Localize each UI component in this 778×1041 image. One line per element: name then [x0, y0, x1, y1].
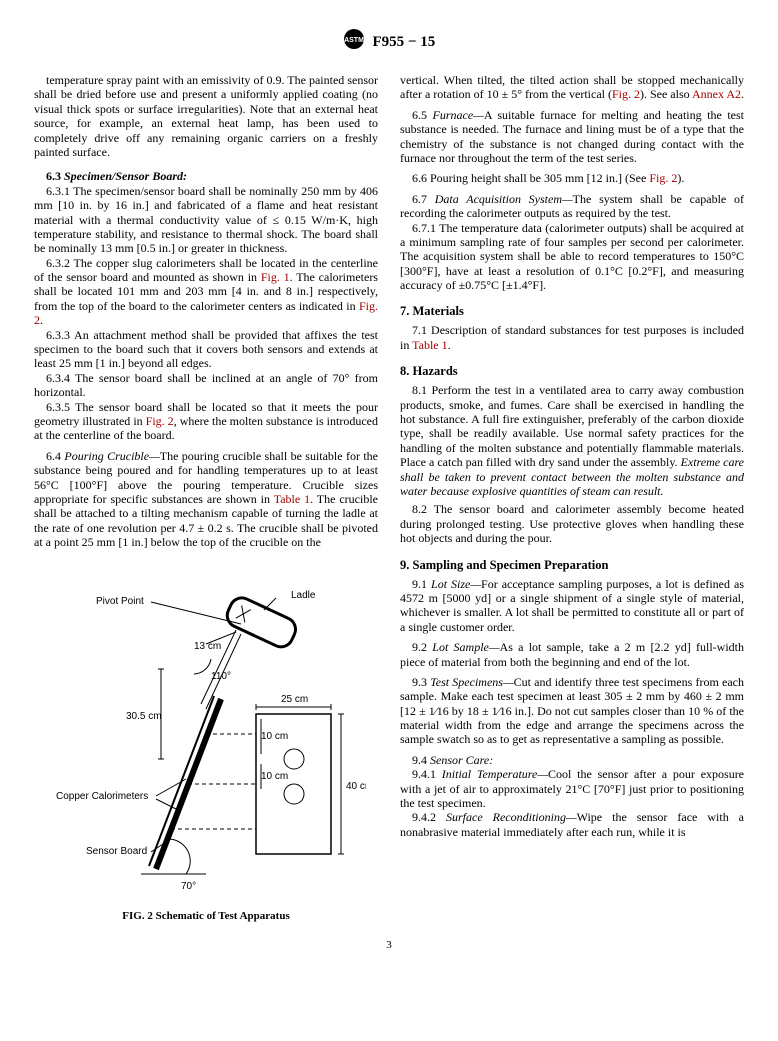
sec-7-head: 7. Materials	[400, 304, 744, 319]
para-6-3-1: 6.3.1 The specimen/sensor board shall be…	[34, 184, 378, 256]
label-40cm: 40 cm	[346, 781, 366, 792]
para-6-4: 6.4 Pouring Crucible—The pouring crucibl…	[34, 449, 378, 550]
para-6-4-cont: vertical. When tilted, the tilted action…	[400, 73, 744, 102]
sec-9-head: 9. Sampling and Specimen Preparation	[400, 558, 744, 573]
page-header: ASTM F955 − 15	[34, 28, 744, 55]
para-6-3-5: 6.3.5 The sensor board shall be located …	[34, 400, 378, 443]
para-6-6: 6.6 Pouring height shall be 305 mm [12 i…	[400, 171, 744, 185]
para-6-3-4: 6.3.4 The sensor board shall be inclined…	[34, 371, 378, 400]
link-table-1[interactable]: Table 1	[274, 492, 310, 506]
para-9-1: 9.1 Lot Size—For acceptance sampling pur…	[400, 577, 744, 635]
label-13cm: 13 cm	[194, 641, 221, 652]
label-sensor-board: Sensor Board	[86, 846, 147, 857]
para-6-7-1: 6.7.1 The temperature data (calorimeter …	[400, 221, 744, 293]
para-9-4-2: 9.4.2 Surface Reconditioning—Wipe the se…	[400, 810, 744, 839]
link-fig-1[interactable]: Fig. 1	[261, 270, 290, 284]
sec-6-3-head: 6.3 Specimen/Sensor Board:	[34, 169, 378, 183]
para-8-1: 8.1 Perform the test in a ventilated are…	[400, 383, 744, 498]
label-10cm-a: 10 cm	[261, 731, 288, 742]
para-9-4: 9.4 Sensor Care:	[400, 753, 744, 767]
link-annex-a2[interactable]: Annex A2	[692, 87, 741, 101]
label-10cm-b: 10 cm	[261, 771, 288, 782]
page-number: 3	[34, 939, 744, 952]
para-8-2: 8.2 The sensor board and calorimeter ass…	[400, 502, 744, 545]
para-6-3-3: 6.3.3 An attachment method shall be prov…	[34, 328, 378, 371]
label-305cm: 30.5 cm	[126, 711, 162, 722]
label-calorimeters: Copper Calorimeters	[56, 791, 148, 802]
link-table-1b[interactable]: Table 1	[412, 338, 447, 352]
para-9-2: 9.2 Lot Sample—As a lot sample, take a 2…	[400, 640, 744, 669]
link-fig-2d[interactable]: Fig. 2	[649, 171, 677, 185]
para-6-5: 6.5 Furnace—A suitable furnace for melti…	[400, 108, 744, 166]
para-7-1: 7.1 Description of standard substances f…	[400, 323, 744, 352]
para-6-2-cont: temperature spray paint with an emissivi…	[34, 73, 378, 159]
two-column-body: temperature spray paint with an emissivi…	[34, 73, 744, 923]
para-6-7: 6.7 Data Acquisition System—The system s…	[400, 192, 744, 221]
standard-designation: F955 − 15	[373, 33, 436, 51]
link-fig-2b[interactable]: Fig. 2	[146, 414, 174, 428]
sec-8-head: 8. Hazards	[400, 364, 744, 379]
label-110: 110°	[211, 671, 231, 682]
para-9-4-1: 9.4.1 Initial Temperature—Cool the senso…	[400, 767, 744, 810]
astm-logo: ASTM	[343, 28, 365, 55]
figure-2: Ladle Pivot Point 13 cm 110° 30.5 cm	[34, 574, 378, 923]
label-70: 70°	[181, 881, 196, 892]
label-25cm: 25 cm	[281, 694, 308, 705]
label-pivot: Pivot Point	[96, 596, 144, 607]
figure-2-caption: FIG. 2 Schematic of Test Apparatus	[34, 910, 378, 923]
label-ladle: Ladle	[291, 590, 316, 601]
svg-text:ASTM: ASTM	[344, 37, 364, 44]
para-6-3-2: 6.3.2 The copper slug calorimeters shall…	[34, 256, 378, 328]
link-fig-2c[interactable]: Fig. 2	[612, 87, 640, 101]
para-9-3: 9.3 Test Specimens—Cut and identify thre…	[400, 675, 744, 747]
